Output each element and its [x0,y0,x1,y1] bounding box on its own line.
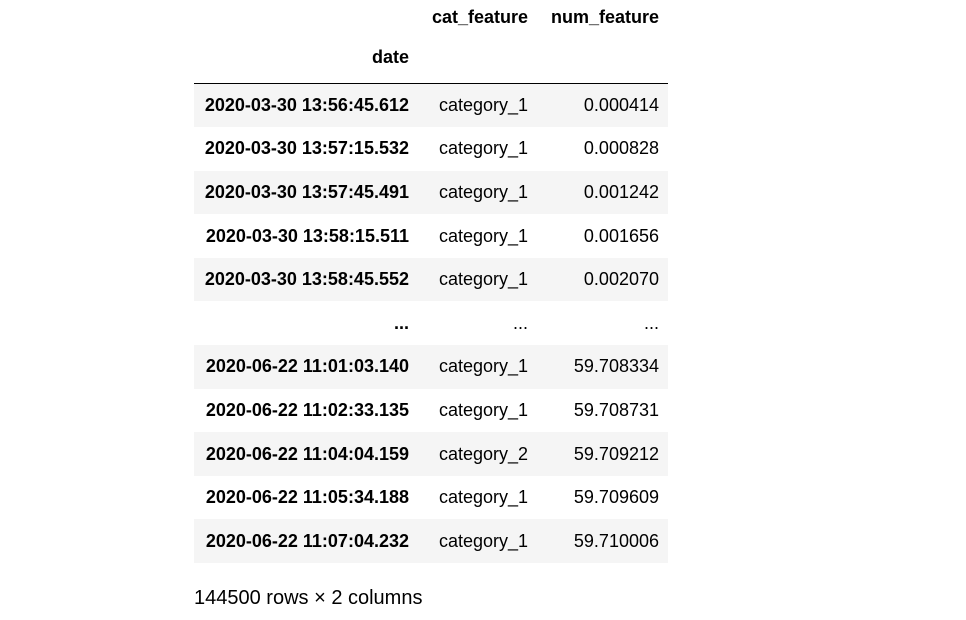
table-row: 2020-06-22 11:01:03.140 category_1 59.7083… [194,345,668,389]
table-row: 2020-06-22 11:05:34.188 category_1 59.7096… [194,475,668,520]
table-body: 2020-03-30 13:56:45.612 category_1 0.00041… [194,83,668,564]
index-name-header: date [371,47,409,67]
table-header: cat_feature num_feature date [194,0,668,84]
cell-cat-feature: category_1 [438,95,528,116]
cell-num-feature: 0.000414 [583,95,659,116]
row-index-date: 2020-06-22 11:07:04.232 [205,530,409,551]
cell-cat-feature: category_1 [438,181,528,202]
cell-cat-feature: category_1 [438,356,528,377]
cell-cat-feature: category_1 [438,530,528,551]
dataframe-output: cat_feature num_feature date 2020-03-30 … [194,0,668,564]
table-row: 2020-06-22 11:07:04.232 category_1 59.7100… [194,519,668,564]
cell-num-feature: 59.709609 [573,487,659,508]
blank-header-cell [537,35,668,84]
row-index-date: 2020-03-30 13:56:45.612 [204,95,409,116]
dataframe-table: cat_feature num_feature date 2020-03-30 … [194,0,668,564]
index-name-row: date [194,35,668,84]
cell-num-feature: 0.000828 [583,138,659,159]
cell-num-feature: 59.708731 [573,399,659,420]
column-header-cat-feature: cat_feature [431,7,528,27]
table-row: 2020-03-30 13:56:45.612 category_1 0.00041… [194,83,668,128]
cell-cat-feature: ... [512,312,528,333]
cell-num-feature: 59.710006 [573,530,659,551]
table-row: 2020-06-22 11:04:04.159 category_2 59.7092… [194,432,668,476]
column-header-num-feature: num_feature [550,7,659,27]
table-row: ......... [194,301,668,346]
cell-num-feature: 0.002070 [583,269,659,290]
cell-cat-feature: category_2 [438,443,528,464]
cell-num-feature: 59.709212 [573,443,659,464]
cell-cat-feature: category_1 [438,269,528,290]
table-row: 2020-03-30 13:57:15.532 category_1 0.00082… [194,127,668,171]
row-index-date: 2020-03-30 13:57:15.532 [204,138,409,159]
row-index-date: 2020-03-30 13:57:45.491 [204,181,409,202]
blank-header-cell [194,0,418,35]
row-index-date: ... [393,312,409,333]
table-row: 2020-03-30 13:58:45.552 category_1 0.00207… [194,257,668,302]
cell-num-feature: 59.708334 [573,356,659,377]
table-row: 2020-03-30 13:58:15.511 category_1 0.00165… [194,214,668,258]
cell-num-feature: 0.001656 [583,225,659,246]
cell-cat-feature: category_1 [438,138,528,159]
row-index-date: 2020-06-22 11:05:34.188 [205,487,409,508]
row-index-date: 2020-03-30 13:58:15.511 [205,225,409,246]
cell-cat-feature: category_1 [438,487,528,508]
shape-summary: 144500 rows × 2 columns [194,587,423,609]
table-row: 2020-06-22 11:02:33.135 category_1 59.7087… [194,388,668,433]
row-index-date: 2020-03-30 13:58:45.552 [204,269,409,290]
cell-cat-feature: category_1 [438,399,528,420]
column-header-row: cat_feature num_feature [194,0,668,35]
row-index-date: 2020-06-22 11:04:04.159 [205,443,409,464]
cell-cat-feature: category_1 [438,225,528,246]
blank-header-cell [418,35,537,84]
row-index-date: 2020-06-22 11:01:03.140 [205,356,409,377]
table-row: 2020-03-30 13:57:45.491 category_1 0.00124… [194,170,668,215]
cell-num-feature: ... [643,312,659,333]
row-index-date: 2020-06-22 11:02:33.135 [205,399,409,420]
cell-num-feature: 0.001242 [583,181,659,202]
